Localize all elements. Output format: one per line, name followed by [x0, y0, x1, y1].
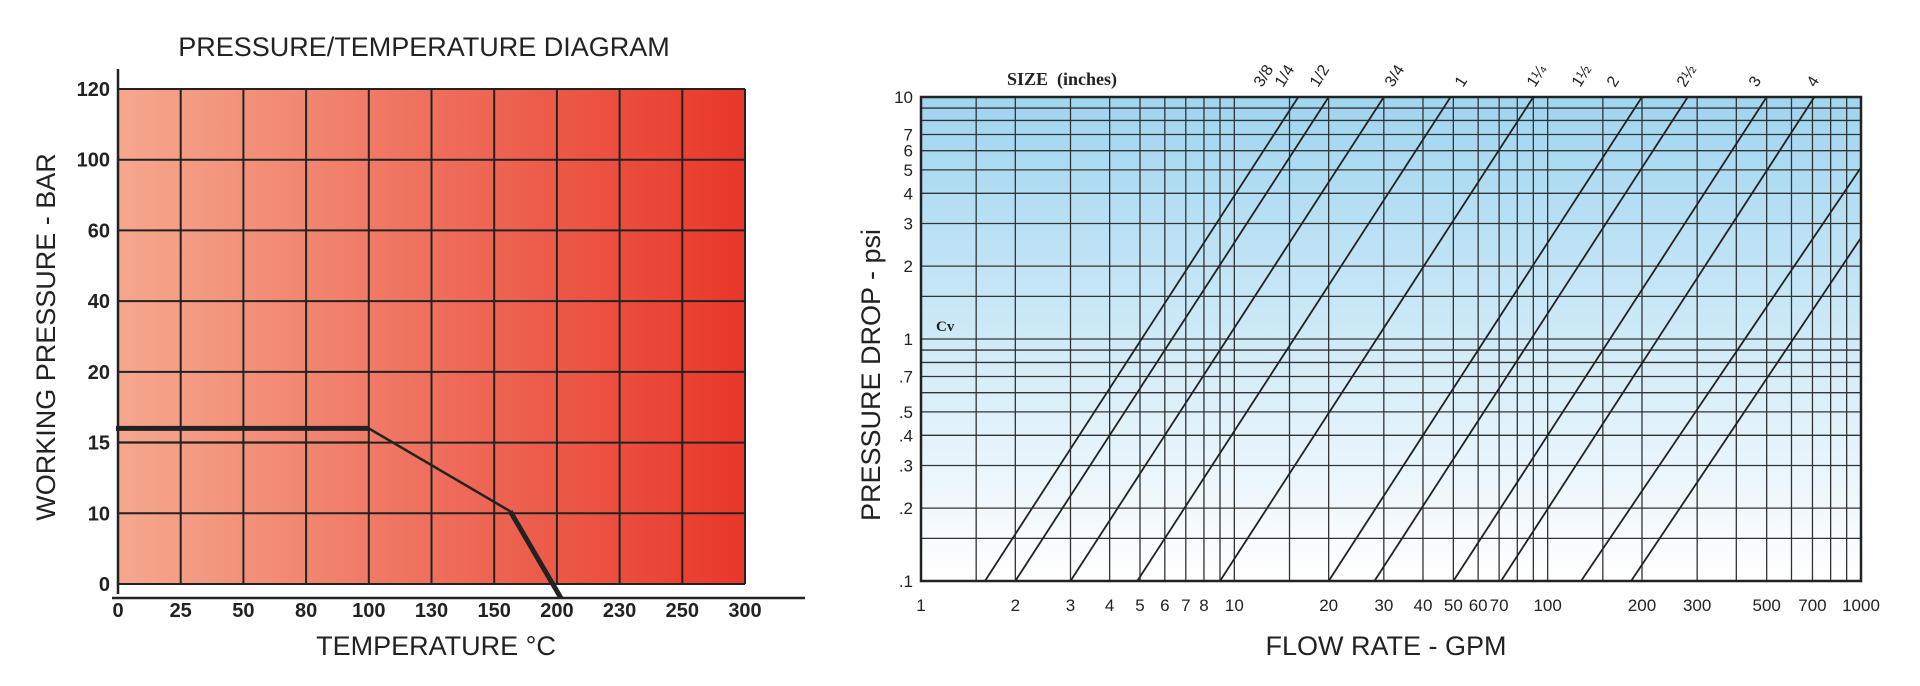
- pd-x-tick-label: 300: [1683, 596, 1711, 615]
- pd-x-tick-label: 500: [1752, 596, 1780, 615]
- pd-x-tick-label: 700: [1798, 596, 1826, 615]
- pd-x-tick-label: 70: [1490, 596, 1509, 615]
- pd-x-tick-label: 1: [916, 596, 925, 615]
- pt-y-tick-label: 40: [88, 291, 110, 313]
- pt-rating-segment: [368, 427, 511, 513]
- cv-label: Cv: [936, 319, 955, 335]
- pd-y-tick-label: 6: [904, 142, 913, 161]
- pt-y-axis-label: WORKING PRESSURE - BAR: [31, 153, 61, 521]
- pt-y-tick-label: 10: [88, 503, 110, 525]
- pd-size-tick-label: 1½: [1569, 62, 1595, 90]
- pd-x-tick-label: 6: [1160, 596, 1169, 615]
- pd-size-line: [1327, 96, 1643, 582]
- pd-size-tick-label: 1¼: [1524, 62, 1551, 90]
- pt-x-tick-label: 300: [728, 600, 761, 622]
- pd-size-line: [1500, 96, 1816, 582]
- pt-x-axis-label: TEMPERATURE °C: [316, 631, 556, 661]
- pt-y-tick-label: 0: [99, 574, 110, 596]
- pressure-drop-chart: 1 2 3 4 5 6 7 8 10 20 30 40 50 60 70 100 200 300 500 700 100…: [856, 62, 1880, 661]
- pt-chart-title: PRESSURE/TEMPERATURE DIAGRAM: [178, 32, 670, 62]
- pt-y-tick-label: 60: [88, 220, 110, 242]
- pt-x-tick-label: 200: [540, 600, 573, 622]
- pd-size-line: [1069, 96, 1385, 582]
- pd-y-tick-label: 4: [904, 184, 913, 203]
- pressure-temperature-chart: 0 25 50 80 100 130 150 200 230 250 300 0 10 15 20 40 60 1…: [31, 32, 805, 661]
- pd-x-axis-label: FLOW RATE - GPM: [1266, 631, 1507, 661]
- pt-x-tick-label: 50: [232, 600, 254, 622]
- pd-size-tick-label: 2: [1604, 73, 1623, 90]
- pd-y-tick-label: 3: [904, 215, 913, 234]
- pd-x-tick-label: 5: [1135, 596, 1144, 615]
- pt-x-tick-label: 130: [415, 600, 448, 622]
- size-label: SIZE (inches): [1007, 69, 1117, 90]
- pd-size-tick-label: 4: [1804, 73, 1823, 90]
- pd-x-tick-label: 8: [1199, 596, 1208, 615]
- pd-y-tick-label: .1: [899, 572, 913, 591]
- pt-x-tick-label: 0: [112, 600, 123, 622]
- pd-size-line: [1136, 96, 1452, 582]
- pt-x-tick-label: 250: [666, 600, 699, 622]
- pd-size-line: [1452, 96, 1768, 582]
- pt-x-tick-label: 80: [295, 600, 317, 622]
- pt-rating-segment: [508, 510, 564, 600]
- pd-size-tick-label: 1/4: [1272, 62, 1298, 90]
- pd-size-tick-label: 3/4: [1382, 62, 1408, 90]
- pt-x-tick-label: 150: [478, 600, 511, 622]
- pd-x-tick-label: 3: [1066, 596, 1075, 615]
- pd-x-tick-label: 30: [1374, 596, 1393, 615]
- pd-size-tick-label: 1: [1452, 73, 1471, 90]
- pt-x-tick-label: 25: [170, 600, 192, 622]
- pd-y-axis-label: PRESSURE DROP - psi: [856, 229, 886, 521]
- pd-x-tick-label: 60: [1469, 596, 1488, 615]
- pd-y-tick-label: 2: [904, 257, 913, 276]
- pt-y-tick-label: 100: [77, 150, 110, 172]
- pd-x-tick-label: 4: [1105, 596, 1114, 615]
- pd-y-tick-label: .2: [899, 499, 913, 518]
- pd-x-tick-label: 200: [1628, 596, 1656, 615]
- pd-x-tick-label: 10: [1225, 596, 1244, 615]
- pd-size-tick-label: 1/2: [1307, 62, 1333, 90]
- pd-x-tick-label: 50: [1444, 596, 1463, 615]
- pd-size-line: [1580, 166, 1862, 582]
- pd-size-line: [1219, 96, 1535, 582]
- pt-y-tick-label: 20: [88, 362, 110, 384]
- pd-size-tick-label: 3: [1746, 73, 1765, 90]
- pd-size-line: [1373, 96, 1689, 582]
- pd-x-tick-label: 7: [1181, 596, 1190, 615]
- pd-size-line: [1630, 237, 1862, 582]
- pd-x-tick-label: 100: [1533, 596, 1561, 615]
- pd-y-tick-label: 10: [894, 88, 913, 107]
- pd-size-tick-label: 3/8: [1251, 62, 1277, 90]
- pd-y-tick-label: 7: [904, 125, 913, 144]
- pt-x-tick-label: 100: [352, 600, 385, 622]
- pd-size-tick-label: 2½: [1674, 62, 1700, 90]
- pd-y-tick-label: .7: [899, 367, 913, 386]
- pd-size-line: [984, 96, 1300, 582]
- pt-y-tick-label: 15: [88, 433, 110, 455]
- pt-y-tick-label: 120: [77, 79, 110, 101]
- pd-y-tick-label: .4: [899, 426, 913, 445]
- pd-x-tick-label: 2: [1011, 596, 1020, 615]
- pd-x-tick-label: 1000: [1842, 596, 1880, 615]
- pd-plot-border: [919, 95, 1863, 583]
- pd-y-tick-label: 5: [904, 161, 913, 180]
- pd-x-tick-label: 40: [1414, 596, 1433, 615]
- pt-x-tick-label: 230: [603, 600, 636, 622]
- pd-y-tick-label: .5: [899, 403, 913, 422]
- pd-y-tick-label: 1: [904, 330, 913, 349]
- pd-x-tick-label: 20: [1319, 596, 1338, 615]
- pd-y-tick-label: .3: [899, 457, 913, 476]
- pd-size-line: [1014, 96, 1330, 582]
